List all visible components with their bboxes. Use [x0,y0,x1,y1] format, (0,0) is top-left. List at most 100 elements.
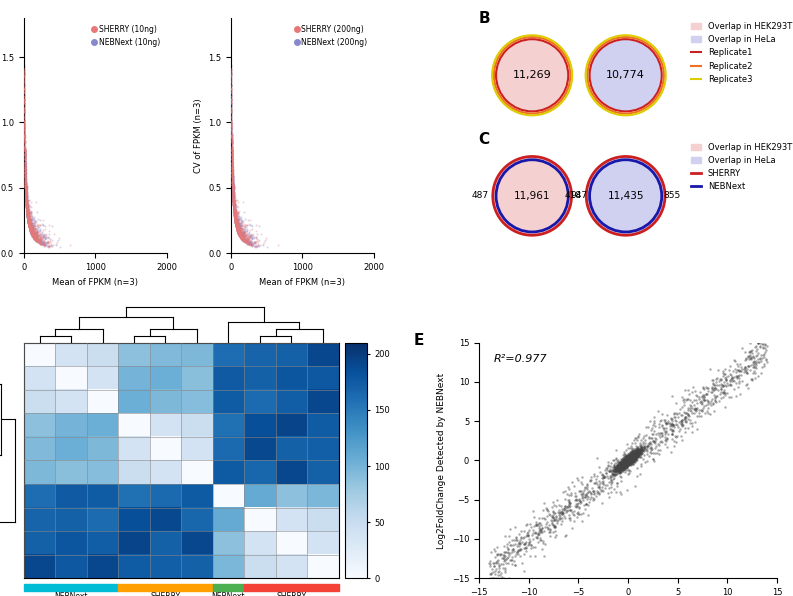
Point [226,183,239,193]
Point [17,115,30,125]
Point [18,117,31,127]
Point [707,399,719,409]
Point [30,228,43,237]
Point [564,513,577,523]
Point [27,228,40,237]
Point [232,214,244,224]
Point [640,441,653,451]
Point [630,452,642,461]
Point [616,461,629,470]
Point [27,228,40,238]
Point [224,80,237,89]
Point [227,193,239,203]
Point [607,485,620,494]
Point [225,136,238,146]
Point [722,371,734,381]
Point [24,215,36,224]
Point [230,218,243,228]
Point [26,226,39,236]
Point [619,458,632,468]
Point [619,456,631,465]
Point [18,129,31,138]
Point [228,213,241,222]
Point [17,71,30,80]
Point [17,112,30,122]
Point [46,235,59,244]
Point [588,489,601,499]
Point [243,238,256,248]
Point [618,464,630,474]
Point [619,457,632,467]
Point [19,171,32,181]
Point [696,403,709,412]
Point [21,216,34,226]
Point [228,202,240,212]
Point [614,461,626,471]
Point [19,184,32,193]
Point [618,460,630,469]
Point [628,454,641,464]
Point [628,452,641,462]
Point [23,217,36,226]
Point [19,172,32,182]
Point [228,209,240,219]
Point [625,458,638,467]
Point [634,448,647,457]
Point [229,216,242,226]
Point [21,210,33,220]
Point [25,229,38,239]
Point [18,151,31,160]
Point [704,409,717,419]
Point [253,235,266,244]
Point [20,191,33,201]
Point [722,392,735,402]
Point [20,195,33,205]
Point [19,170,32,180]
Point [720,381,733,390]
Point [225,142,238,151]
Point [34,216,47,225]
Point [227,193,239,202]
Point [535,527,548,537]
Point [227,197,239,207]
Point [227,196,239,206]
Point [619,457,631,467]
Point [22,213,35,222]
Point [617,458,630,467]
Point [624,457,637,466]
Point [228,207,241,217]
Point [32,234,44,244]
Point [229,219,242,228]
Point [228,206,240,216]
Point [41,242,54,252]
Point [722,365,735,374]
Point [230,221,243,230]
Point [225,95,238,105]
Point [28,232,40,241]
Point [18,165,31,175]
Point [23,224,36,233]
Point [230,195,243,205]
Point [621,455,634,465]
Point [621,455,634,465]
Point [226,161,239,170]
Point [588,478,600,488]
Point [230,218,243,227]
Point [29,235,41,244]
Point [25,228,38,237]
Point [22,215,35,224]
Point [629,450,642,460]
Point [230,220,243,229]
Point [619,452,631,462]
Point [17,98,30,108]
Point [22,221,35,230]
Point [626,458,638,467]
Point [25,222,37,232]
Point [630,449,642,459]
Point [227,171,239,181]
Point [622,457,634,467]
Point [509,560,522,570]
Point [677,400,690,409]
Point [620,458,633,468]
Point [18,160,31,170]
